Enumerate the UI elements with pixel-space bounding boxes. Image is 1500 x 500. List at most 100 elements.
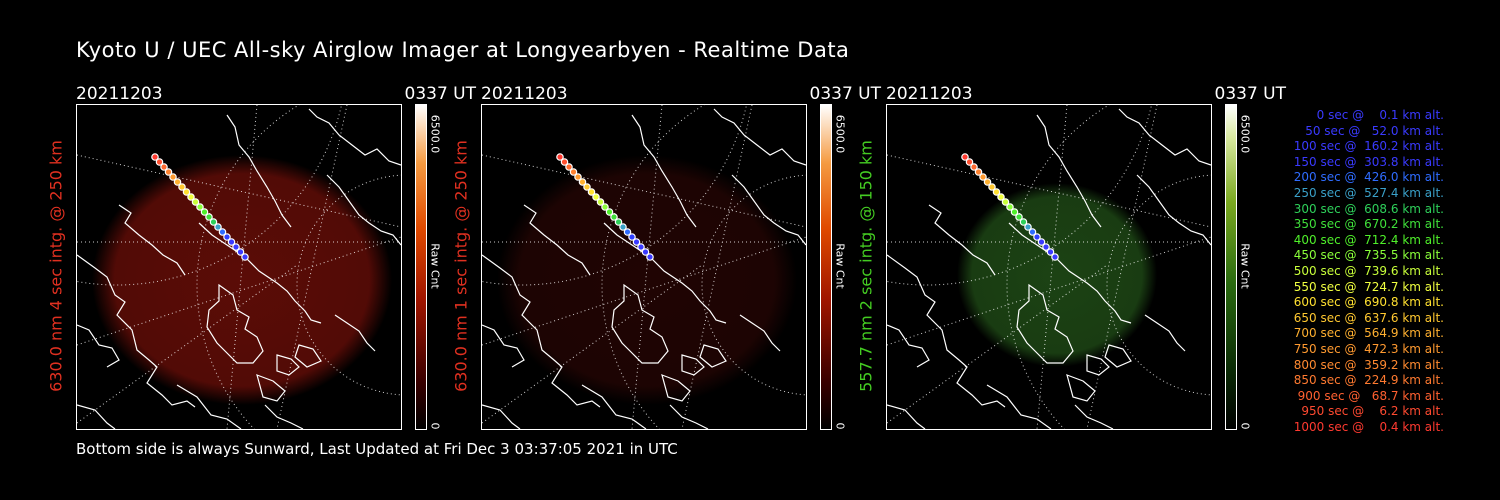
trajectory-dot xyxy=(169,173,177,181)
panel-ylabel: 557.7 nm 2 sec intg. @ 150 km xyxy=(856,140,876,392)
trajectory-dot xyxy=(223,233,231,241)
trajectory-dot xyxy=(614,218,623,226)
coastlines xyxy=(77,108,401,429)
trajectory-dot xyxy=(619,223,627,231)
legend-row: 950 sec @ 6.2 km alt. xyxy=(1297,404,1444,419)
trajectory xyxy=(961,153,1059,261)
trajectory-dot xyxy=(637,243,645,251)
panel-date: 20211203 xyxy=(76,84,163,104)
legend-row: 400 sec @ 712.4 km alt. xyxy=(1289,232,1444,247)
trajectory-dot xyxy=(1042,243,1050,251)
legend-row: 550 sec @ 724.7 km alt. xyxy=(1289,279,1444,294)
trajectory xyxy=(151,153,249,261)
trajectory-dot xyxy=(1006,203,1014,211)
trajectory-dot xyxy=(556,153,564,161)
legend-row: 100 sec @ 160.2 km alt. xyxy=(1289,139,1444,154)
trajectory-dot xyxy=(1028,228,1037,236)
panel-date: 20211203 xyxy=(886,84,973,104)
trajectory-dot xyxy=(592,193,600,201)
legend-row: 800 sec @ 359.2 km alt. xyxy=(1289,357,1444,372)
coastlines xyxy=(482,108,806,429)
trajectory-dot xyxy=(218,228,227,236)
trajectory-dot xyxy=(560,158,569,166)
trajectory-dot xyxy=(155,158,164,166)
trajectory-dot xyxy=(196,203,204,211)
panel-ylabel: 630.0 nm 1 sec intg. @ 250 km xyxy=(451,140,471,392)
legend-row: 750 sec @ 472.3 km alt. xyxy=(1289,341,1444,356)
legend-row: 300 sec @ 608.6 km alt. xyxy=(1289,201,1444,216)
trajectory xyxy=(556,153,654,261)
legend-row: 900 sec @ 68.7 km alt. xyxy=(1293,388,1444,403)
trajectory-dot xyxy=(569,168,578,176)
legend-row: 700 sec @ 564.9 km alt. xyxy=(1289,326,1444,341)
map-canvas xyxy=(887,105,1211,429)
panel-ylabel: 630.0 nm 4 sec intg. @ 250 km xyxy=(46,140,66,392)
colorbar xyxy=(820,104,832,430)
colorbar-min-label: 0 xyxy=(428,422,442,430)
trajectory-dot xyxy=(596,198,605,206)
trajectory-dot xyxy=(583,183,591,191)
legend-row: 650 sec @ 637.6 km alt. xyxy=(1289,310,1444,325)
trajectory-dot xyxy=(974,168,983,176)
trajectory-dot xyxy=(1019,218,1028,226)
trajectory-dot xyxy=(236,248,245,256)
colorbar xyxy=(415,104,427,430)
panel-3: 20211203 0337 UT 557.7 nm 2 sec intg. @ … xyxy=(857,84,1287,430)
trajectory-dot xyxy=(983,178,992,186)
panel-time: 0337 UT xyxy=(404,84,477,104)
trajectory-dot xyxy=(641,248,650,256)
trajectory-dot xyxy=(565,163,573,171)
trajectory-dot xyxy=(578,178,587,186)
trajectory-dot xyxy=(992,188,1001,196)
legend-row: 350 sec @ 670.2 km alt. xyxy=(1289,217,1444,232)
trajectory-dot xyxy=(241,253,249,261)
map-canvas xyxy=(77,105,401,429)
altitude-legend: 0 sec @ 0.1 km alt. 50 sec @ 52.0 km alt… xyxy=(1258,108,1444,435)
legend-row: 850 sec @ 224.9 km alt. xyxy=(1289,373,1444,388)
trajectory-dot xyxy=(997,193,1005,201)
legend-row: 1000 sec @ 0.4 km alt. xyxy=(1293,419,1444,434)
trajectory-dot xyxy=(173,178,182,186)
trajectory-dot xyxy=(151,153,159,161)
colorbar-min-label: 0 xyxy=(1238,422,1252,430)
trajectory-dot xyxy=(601,203,609,211)
trajectory-dot xyxy=(970,163,978,171)
colorbar-max-label: 6500.0 xyxy=(1238,114,1252,154)
trajectory-dot xyxy=(1033,233,1041,241)
trajectory-dot xyxy=(646,253,654,261)
trajectory-dot xyxy=(1037,238,1046,246)
trajectory-dot xyxy=(164,168,173,176)
trajectory-dot xyxy=(200,208,209,216)
legend-row: 200 sec @ 426.0 km alt. xyxy=(1289,170,1444,185)
colorbar-min-label: 0 xyxy=(833,422,847,430)
airglow-emission xyxy=(497,155,797,405)
footer-status: Bottom side is always Sunward, Last Upda… xyxy=(76,440,678,458)
trajectory-dot xyxy=(227,238,236,246)
panel-time: 0337 UT xyxy=(1214,84,1287,104)
trajectory-dot xyxy=(605,208,614,216)
airglow-emission xyxy=(92,155,392,405)
trajectory-dot xyxy=(1010,208,1019,216)
trajectory-dot xyxy=(979,173,987,181)
colorbar xyxy=(1225,104,1237,430)
all-sky-map xyxy=(76,104,402,430)
trajectory-dot xyxy=(1051,253,1059,261)
trajectory-dot xyxy=(160,163,168,171)
map-canvas xyxy=(482,105,806,429)
panel-time: 0337 UT xyxy=(809,84,882,104)
trajectory-dot xyxy=(961,153,969,161)
trajectory-dot xyxy=(182,188,191,196)
trajectory-dot xyxy=(1024,223,1032,231)
airglow-emission xyxy=(957,183,1157,367)
trajectory-dot xyxy=(965,158,974,166)
trajectory-dot xyxy=(574,173,582,181)
trajectory-dot xyxy=(1046,248,1055,256)
all-sky-map xyxy=(886,104,1212,430)
trajectory-dot xyxy=(587,188,596,196)
colorbar-unit-label: Raw Cnt xyxy=(428,243,442,289)
legend-row: 50 sec @ 52.0 km alt. xyxy=(1297,123,1444,138)
legend-row: 500 sec @ 739.6 km alt. xyxy=(1289,263,1444,278)
panel-date: 20211203 xyxy=(481,84,568,104)
legend-row: 450 sec @ 735.5 km alt. xyxy=(1289,248,1444,263)
trajectory-dot xyxy=(1015,213,1023,221)
